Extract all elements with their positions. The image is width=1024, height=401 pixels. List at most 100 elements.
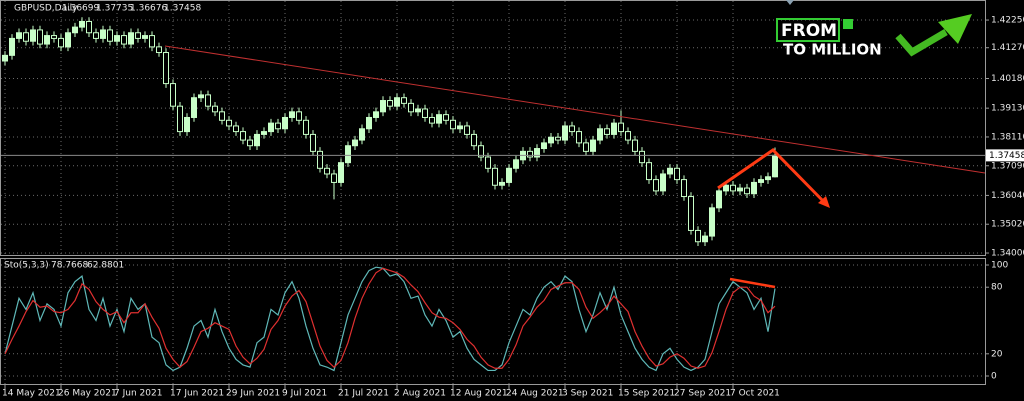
candle-body <box>576 131 582 144</box>
candle-body <box>100 29 106 39</box>
candle-body <box>23 32 29 42</box>
candle-body <box>324 167 330 175</box>
ohlc-close: 1.37458 <box>164 4 201 14</box>
y-tick-label: 100 <box>991 260 1008 270</box>
candle-body <box>457 125 463 130</box>
candle-body <box>282 116 288 130</box>
candle-body <box>72 26 78 34</box>
candle-body <box>702 235 708 243</box>
candle-body <box>233 125 239 133</box>
logo-icon <box>843 19 853 29</box>
x-tick-label: 7 Oct 2021 <box>730 389 780 399</box>
y-tick-label: 1.37090 <box>991 161 1024 171</box>
candle-body <box>79 20 85 28</box>
x-tick-label: 3 Sep 2021 <box>562 389 613 399</box>
candle-body <box>58 37 64 48</box>
current-price-box <box>986 149 1024 162</box>
candle-body <box>772 154 778 178</box>
candle-body <box>744 187 750 195</box>
candle-body <box>184 116 190 133</box>
candle-body <box>688 196 694 231</box>
ohlc-low: 1.36676 <box>130 4 167 14</box>
candle-body <box>548 136 554 144</box>
candle-body <box>730 184 736 192</box>
candle-body <box>422 108 428 118</box>
candle-body <box>478 145 484 158</box>
arrow-head <box>818 196 830 208</box>
candle-body <box>93 32 99 39</box>
logo: FROM TO MILLION <box>776 14 972 59</box>
stochastic-line <box>4 267 776 369</box>
candle-body <box>380 100 386 113</box>
candle-body <box>401 97 407 104</box>
candle-body <box>751 181 757 195</box>
candle-body <box>37 29 43 45</box>
candle-body <box>51 35 57 39</box>
candle-body <box>674 167 680 181</box>
stochastic-main-value: 78.7668 <box>51 261 88 271</box>
candle-body <box>121 35 127 45</box>
price-panel-frame <box>0 0 986 256</box>
trendline <box>164 45 986 174</box>
candle-body <box>163 52 169 85</box>
candle-body <box>660 173 666 192</box>
stochastic-panel-frame <box>0 258 986 385</box>
candle-body <box>681 179 687 198</box>
candle-body <box>9 37 15 56</box>
x-tick-label: 26 May 2021 <box>58 389 117 399</box>
candle-body <box>625 131 631 141</box>
candle-body <box>709 207 715 237</box>
candle-body <box>597 128 603 141</box>
candle-body <box>177 105 183 133</box>
candle-body <box>443 114 449 121</box>
candle-body <box>156 46 162 54</box>
x-tick-label: 12 Aug 2021 <box>450 389 508 399</box>
x-tick-label: 17 Jun 2021 <box>170 389 224 399</box>
x-tick-label: 29 Jun 2021 <box>226 389 280 399</box>
logo-line2: TO MILLION <box>783 41 882 59</box>
candle-body <box>359 128 365 141</box>
candle-body <box>464 125 470 135</box>
candle-body <box>429 116 435 124</box>
candle-body <box>338 162 344 183</box>
candle-body <box>723 184 729 192</box>
candle-body <box>513 159 519 169</box>
x-tick-label: 7 Jun 2021 <box>114 389 162 399</box>
candle-body <box>758 179 764 183</box>
price-title: GBPUSD,Daily <box>14 4 78 14</box>
logo-box <box>776 18 840 42</box>
candle-body <box>394 97 400 107</box>
candle-body <box>268 122 274 133</box>
candle-body <box>387 100 393 107</box>
candle-body <box>716 190 722 209</box>
candle-body <box>695 229 701 243</box>
y-tick-label: 1.36040 <box>991 191 1024 201</box>
candle-body <box>646 162 652 181</box>
candle-body <box>485 156 491 169</box>
candle-body <box>569 125 575 133</box>
candle-body <box>604 128 610 135</box>
x-tick-label: 9 Jul 2021 <box>282 389 327 399</box>
x-tick-label: 15 Sep 2021 <box>618 389 675 399</box>
candle-body <box>310 133 316 152</box>
candle-body <box>226 119 232 127</box>
candle-body <box>198 94 204 99</box>
x-tick-label: 2 Aug 2021 <box>394 389 446 399</box>
candle-body <box>331 173 337 183</box>
candle-body <box>436 114 442 124</box>
candle-body <box>737 187 743 192</box>
candle-body <box>562 125 568 141</box>
candle-body <box>506 167 512 183</box>
y-tick-label: 0 <box>991 372 997 382</box>
y-tick-label: 1.39130 <box>991 104 1024 114</box>
candle-body <box>114 35 120 42</box>
candle-body <box>254 133 260 147</box>
candle-body <box>128 32 134 45</box>
candle-body <box>65 32 71 48</box>
x-tick-label: 14 May 2021 <box>2 389 61 399</box>
candle-body <box>492 167 498 186</box>
candle-body <box>632 139 638 152</box>
x-tick-label: 27 Sep 2021 <box>674 389 731 399</box>
candle-body <box>303 119 309 135</box>
